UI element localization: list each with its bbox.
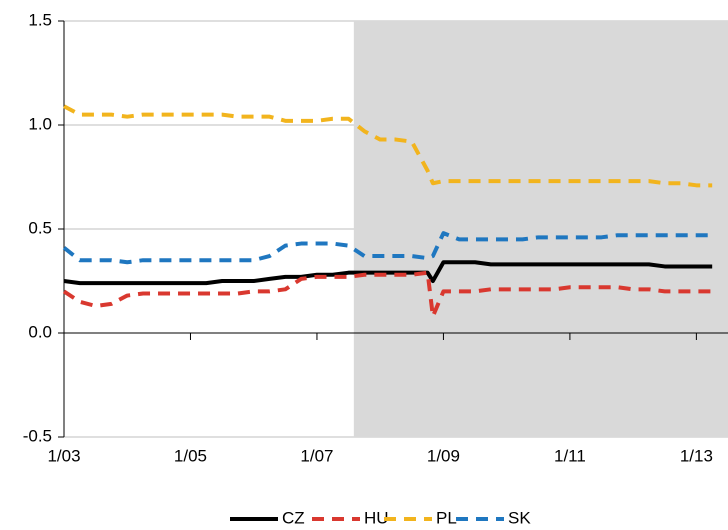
- series-line: [62, 270, 713, 319]
- legend-label: PL: [436, 508, 457, 527]
- x-tick-label: 1/05: [174, 446, 207, 465]
- legend-label: SK: [508, 508, 531, 527]
- legend-label: CZ: [282, 508, 305, 527]
- x-tick-label: 1/03: [47, 446, 80, 465]
- x-tick-label: 1/11: [554, 446, 586, 465]
- x-tick-label: 1/09: [427, 446, 460, 465]
- x-tick-label: 1/13: [680, 446, 713, 465]
- shaded-period: [353, 21, 728, 437]
- legend-label: HU: [364, 508, 389, 527]
- y-tick-label: -0.5: [23, 426, 52, 445]
- y-tick-label: 1.5: [28, 10, 52, 29]
- y-tick-label: 0.0: [28, 322, 52, 341]
- series-line: [63, 260, 713, 286]
- series-line: [62, 231, 713, 265]
- y-tick-label: 0.5: [28, 218, 52, 237]
- x-tick-label: 1/07: [300, 446, 333, 465]
- series-line: [63, 104, 713, 188]
- y-tick-label: 1.0: [28, 114, 52, 133]
